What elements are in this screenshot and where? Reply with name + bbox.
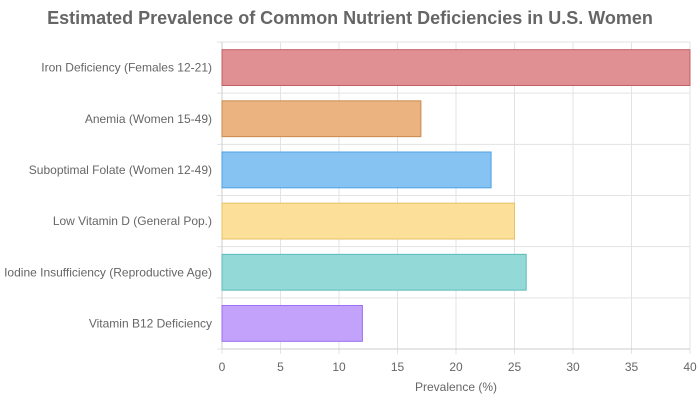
- y-tick-label: Iron Deficiency (Females 12-21): [41, 61, 212, 75]
- y-tick-label: Low Vitamin D (General Pop.): [53, 214, 212, 228]
- x-tick-label: 25: [508, 360, 522, 374]
- bar: [221, 49, 691, 86]
- x-tick-label: 0: [219, 360, 226, 374]
- bar: [221, 100, 422, 138]
- y-tick-label: Iodine Insufficiency (Reproductive Age): [4, 265, 212, 279]
- bar: [221, 305, 363, 342]
- x-tick-label: 40: [683, 360, 697, 374]
- x-tick-label: 5: [277, 360, 284, 374]
- bar: [221, 202, 515, 240]
- chart-title: Estimated Prevalence of Common Nutrient …: [47, 8, 653, 28]
- y-tick-label: Vitamin B12 Deficiency: [89, 316, 212, 330]
- x-axis-title: Prevalence (%): [415, 380, 497, 394]
- x-tick-label: 30: [566, 360, 580, 374]
- bar: [221, 151, 492, 189]
- y-tick-label: Anemia (Women 15-49): [85, 112, 212, 126]
- x-tick-label: 15: [391, 360, 405, 374]
- y-tick-label: Suboptimal Folate (Women 12-49): [29, 163, 212, 177]
- x-tick-label: 35: [625, 360, 639, 374]
- x-tick-label: 20: [449, 360, 463, 374]
- bar: [221, 253, 527, 291]
- x-tick-label: 10: [332, 360, 346, 374]
